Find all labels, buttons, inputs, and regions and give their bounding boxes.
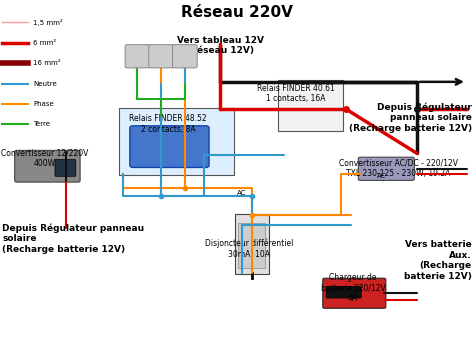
Text: Vers tableau 12V
(Réseau 12V): Vers tableau 12V (Réseau 12V) [177, 36, 264, 55]
FancyBboxPatch shape [149, 45, 173, 68]
FancyBboxPatch shape [15, 150, 80, 182]
Text: Vers batterie
Aux.
(Recharge
batterie 12V): Vers batterie Aux. (Recharge batterie 12… [404, 240, 472, 281]
Text: 6 mm²: 6 mm² [33, 40, 56, 46]
Text: Neutre: Neutre [33, 80, 57, 87]
FancyBboxPatch shape [119, 108, 234, 175]
Text: Convertisseur 12/220V
400W: Convertisseur 12/220V 400W [1, 148, 89, 168]
FancyBboxPatch shape [55, 160, 76, 176]
Text: 16 mm²: 16 mm² [33, 60, 61, 66]
Text: Relais FINDER 48.52
2 contacts, 8A: Relais FINDER 48.52 2 contacts, 8A [129, 114, 207, 134]
Text: Réseau 220V: Réseau 220V [181, 5, 293, 20]
Text: AC: AC [377, 173, 386, 179]
Text: Phase: Phase [33, 101, 54, 107]
FancyBboxPatch shape [278, 80, 343, 131]
Bar [238, 223, 265, 268]
Text: Disjoncteur différentiel
30mA, 10A: Disjoncteur différentiel 30mA, 10A [205, 239, 293, 258]
FancyBboxPatch shape [125, 45, 150, 68]
FancyBboxPatch shape [173, 45, 197, 68]
FancyBboxPatch shape [326, 286, 361, 298]
Text: 1,5 mm²: 1,5 mm² [33, 19, 63, 26]
Text: Convertisseur AC/DC - 220/12V
TXL 230-125 - 230W, 19.2A: Convertisseur AC/DC - 220/12V TXL 230-12… [338, 159, 458, 178]
Text: Terre: Terre [33, 121, 50, 128]
Text: AC: AC [237, 190, 246, 196]
FancyBboxPatch shape [130, 126, 209, 167]
FancyBboxPatch shape [235, 214, 269, 274]
FancyBboxPatch shape [358, 157, 414, 180]
Text: Depuis Régulateur panneau
solaire
(Recharge batterie 12V): Depuis Régulateur panneau solaire (Recha… [2, 223, 145, 254]
Text: Relais FINDER 40.61
1 contacts, 16A: Relais FINDER 40.61 1 contacts, 16A [257, 84, 335, 103]
Text: Depuis Régulateur
panneau solaire
(Recharge batterie 12V): Depuis Régulateur panneau solaire (Recha… [348, 102, 472, 133]
FancyBboxPatch shape [323, 278, 386, 308]
Text: Chargeur de
batterie 220/12V
4A: Chargeur de batterie 220/12V 4A [321, 273, 385, 302]
